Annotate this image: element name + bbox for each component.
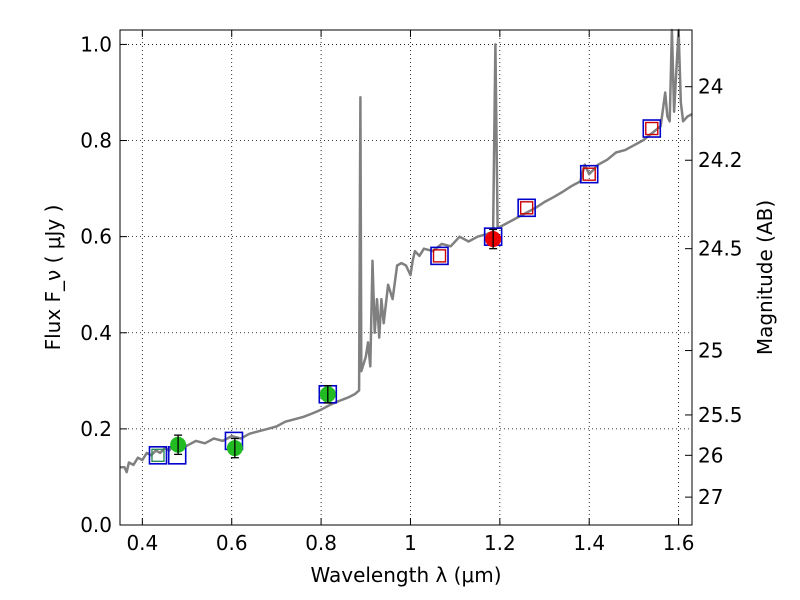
filter-band-square (432, 249, 447, 263)
x-tick-label: 0.6 (216, 531, 248, 555)
model-photometry-square (579, 164, 599, 184)
right-tick-label: 25.5 (698, 403, 743, 427)
y-tick-label: 0.0 (80, 513, 112, 537)
model-photometry-square (517, 198, 536, 218)
y-tick-label: 1.0 (80, 32, 112, 56)
model-spectrum-line (120, 28, 693, 474)
filter-band-square (151, 448, 165, 463)
x-tick-label: 1.4 (573, 531, 605, 555)
right-tick-label: 27 (698, 485, 723, 509)
x-tick-label: 0.4 (126, 531, 158, 555)
x-tick-label: 0.8 (305, 531, 337, 555)
x-tick-label: 1.6 (663, 531, 695, 555)
right-tick-label: 25 (698, 339, 723, 363)
right-axis-label: Magnitude (AB) (753, 200, 777, 355)
plot-frame (119, 29, 693, 526)
series-layer (120, 28, 693, 474)
x-axis-label: Wavelength λ (μm) (310, 563, 501, 587)
x-tick-label: 1.2 (484, 531, 516, 555)
y-tick-label: 0.4 (80, 321, 112, 345)
y-tick-label: 0.2 (80, 417, 112, 441)
y-tick-label: 0.8 (80, 129, 112, 153)
right-tick-label: 24 (698, 75, 723, 99)
model-photometry-square (642, 119, 662, 138)
model-photometry-square (148, 446, 168, 465)
filter-band-square (582, 167, 596, 181)
right-tick-label: 24.2 (698, 148, 743, 172)
ticks: 0.4 0.6 0.8 1 1.2 1.4 1.6 0.0 0.2 0.4 0.6 0.8 1.0 24 2… (80, 30, 743, 555)
filter-band-square (519, 201, 534, 215)
right-tick-label: 24.5 (698, 237, 743, 261)
y-tick-label: 0.6 (80, 225, 112, 249)
filter-band-square (645, 121, 659, 136)
y-axis-label: Flux F_ν ( μJy ) (41, 205, 65, 351)
right-tick-label: 26 (698, 443, 723, 467)
model-photometry-square (430, 246, 449, 266)
x-tick-label: 1 (404, 531, 417, 555)
